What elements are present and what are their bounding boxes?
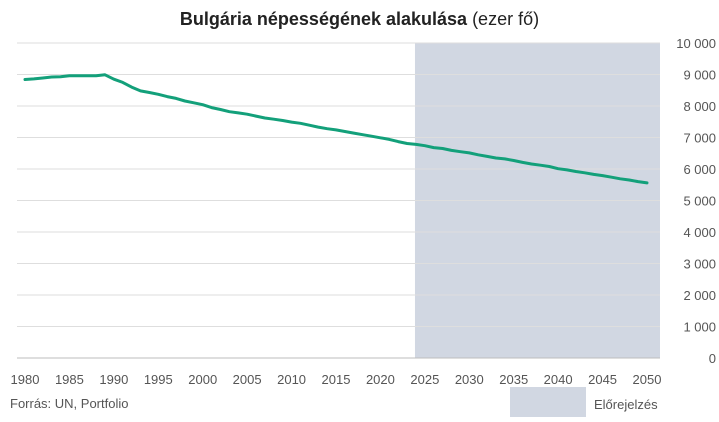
y-tick-label: 1 000 <box>683 320 716 335</box>
y-tick-label: 2 000 <box>683 288 716 303</box>
chart-title-main: Bulgária népességének alakulása <box>179 9 468 29</box>
chart-title-unit: (ezer fő) <box>472 9 540 29</box>
legend-forecast-swatch <box>510 387 586 417</box>
x-tick-label: 1980 <box>11 372 40 387</box>
y-tick-label: 0 <box>709 351 716 366</box>
y-tick-label: 4 000 <box>683 225 716 240</box>
x-tick-label: 1990 <box>99 372 128 387</box>
x-tick-label: 2010 <box>277 372 306 387</box>
legend-forecast-label: Előrejelzés <box>594 397 658 412</box>
x-tick-label: 2040 <box>544 372 573 387</box>
source-note: Forrás: UN, Portfolio <box>10 396 129 411</box>
x-tick-label: 2030 <box>455 372 484 387</box>
y-tick-label: 10 000 <box>676 36 716 51</box>
series-line <box>23 73 649 185</box>
x-tick-label: 2035 <box>499 372 528 387</box>
y-tick-label: 5 000 <box>683 194 716 209</box>
y-tick-label: 6 000 <box>683 162 716 177</box>
y-tick-label: 8 000 <box>683 99 716 114</box>
x-tick-label: 2005 <box>233 372 262 387</box>
x-tick-label: 1985 <box>55 372 84 387</box>
y-tick-label: 7 000 <box>683 131 716 146</box>
x-tick-label: 2050 <box>633 372 662 387</box>
x-tick-label: 2025 <box>410 372 439 387</box>
x-tick-label: 2020 <box>366 372 395 387</box>
x-tick-label: 1995 <box>144 372 173 387</box>
x-tick-label: 2000 <box>188 372 217 387</box>
y-tick-label: 9 000 <box>683 68 716 83</box>
x-tick-label: 2015 <box>322 372 351 387</box>
y-tick-label: 3 000 <box>683 257 716 272</box>
x-tick-label: 2045 <box>588 372 617 387</box>
chart-title: Bulgária népességének alakulása (ezer fő… <box>0 9 719 30</box>
